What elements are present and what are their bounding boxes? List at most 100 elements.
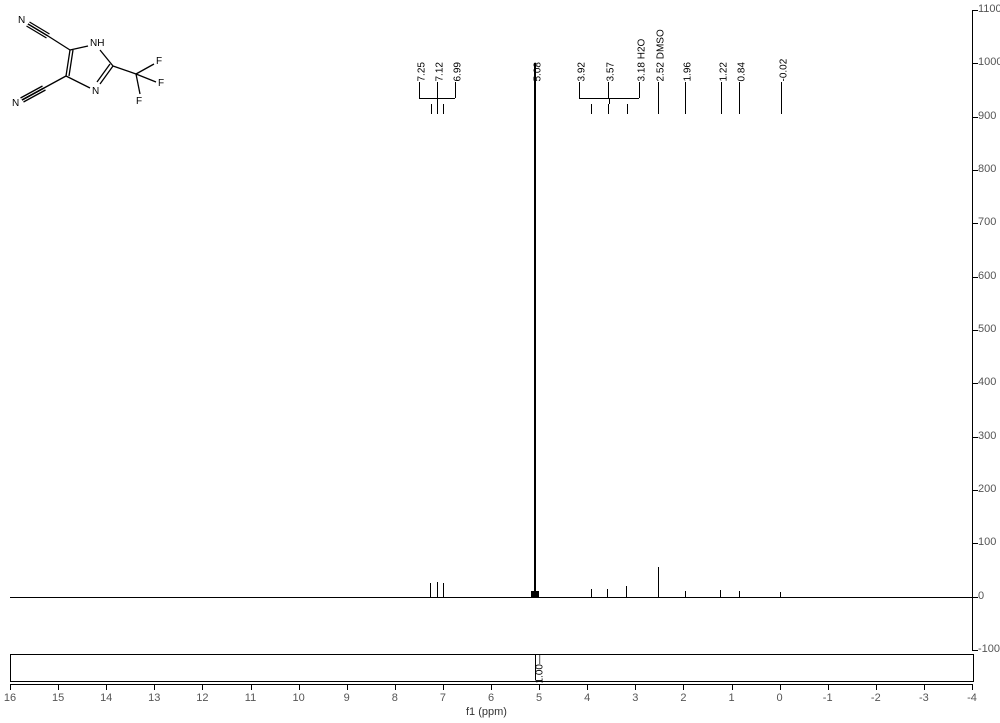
spectrum-peak bbox=[534, 63, 536, 596]
x-tick-label: 7 bbox=[429, 692, 457, 704]
y-tick-label: 100 bbox=[978, 536, 1000, 548]
x-tick-label: 10 bbox=[285, 692, 313, 704]
x-tick bbox=[683, 684, 684, 690]
peak-group-stem bbox=[739, 98, 740, 104]
x-tick bbox=[106, 684, 107, 690]
svg-text:F: F bbox=[156, 56, 162, 67]
molecule-structure: NHNNNFFF bbox=[8, 14, 178, 124]
spectrum-peak bbox=[607, 589, 608, 596]
peak-label-branch bbox=[685, 82, 686, 98]
peak-label-branch bbox=[579, 82, 580, 98]
spectrum-peak bbox=[443, 583, 444, 596]
x-tick-label: 5 bbox=[525, 692, 553, 704]
x-tick-label: 9 bbox=[333, 692, 361, 704]
peak-label-branch bbox=[535, 82, 536, 98]
x-tick-label: 16 bbox=[0, 692, 24, 704]
x-tick-label: 15 bbox=[44, 692, 72, 704]
x-tick-label: 13 bbox=[140, 692, 168, 704]
x-tick bbox=[58, 684, 59, 690]
peak-ppm-label: -0.02 bbox=[778, 59, 789, 82]
peak-ppm-label: 1.96 bbox=[683, 62, 694, 81]
x-axis-title: f1 (ppm) bbox=[466, 706, 507, 718]
peak-group-stem bbox=[721, 98, 722, 104]
peak-label-branch bbox=[721, 82, 722, 98]
peak-label-branch bbox=[437, 82, 438, 98]
spectrum-peak bbox=[437, 582, 438, 597]
spectrum-peak bbox=[720, 590, 721, 596]
peak-label-branch bbox=[608, 82, 609, 98]
x-tick-label: 11 bbox=[237, 692, 265, 704]
peak-label-leader bbox=[721, 104, 722, 114]
x-tick-label: -3 bbox=[910, 692, 938, 704]
spectrum-peak bbox=[430, 583, 431, 596]
peak-label-branch bbox=[639, 82, 640, 98]
peak-label-leader bbox=[658, 104, 659, 114]
peak-ppm-label: 2.52 DMSO bbox=[656, 29, 667, 81]
spectrum-peak bbox=[739, 591, 740, 596]
x-tick bbox=[972, 684, 973, 690]
y-tick-label: 700 bbox=[978, 216, 1000, 228]
x-tick-label: 2 bbox=[669, 692, 697, 704]
peak-label-leader bbox=[591, 104, 592, 114]
peak-label-leader bbox=[685, 104, 686, 114]
x-tick-label: -4 bbox=[958, 692, 986, 704]
x-tick bbox=[635, 684, 636, 690]
x-tick bbox=[924, 684, 925, 690]
peak-ppm-label: 5.08 bbox=[533, 62, 544, 81]
y-tick-label: 1100 bbox=[978, 3, 1000, 15]
peak-label-leader bbox=[608, 104, 609, 114]
x-tick bbox=[10, 684, 11, 690]
spectrum-peak bbox=[685, 591, 686, 596]
peak-group-stem bbox=[658, 98, 659, 104]
x-tick-label: -2 bbox=[862, 692, 890, 704]
peak-ppm-label: 7.25 bbox=[416, 62, 427, 81]
x-tick bbox=[154, 684, 155, 690]
y-tick-label: 600 bbox=[978, 270, 1000, 282]
x-tick-label: -1 bbox=[814, 692, 842, 704]
peak-ppm-label: 0.84 bbox=[737, 62, 748, 81]
x-tick bbox=[395, 684, 396, 690]
peak-group-stem bbox=[781, 98, 782, 104]
y-tick-label: 1000 bbox=[978, 56, 1000, 68]
peak-label-leader bbox=[627, 104, 628, 114]
svg-text:N: N bbox=[92, 86, 99, 97]
peak-ppm-label: 1.22 bbox=[718, 62, 729, 81]
x-tick bbox=[202, 684, 203, 690]
integral-value: 1.00— bbox=[535, 654, 546, 683]
baseline bbox=[10, 597, 972, 598]
x-tick bbox=[587, 684, 588, 690]
spectrum-peak bbox=[658, 567, 659, 596]
x-tick bbox=[828, 684, 829, 690]
y-tick-label: 500 bbox=[978, 323, 1000, 335]
x-tick bbox=[491, 684, 492, 690]
peak-label-branch bbox=[739, 82, 740, 98]
peak-group-stem bbox=[535, 98, 536, 104]
peak-label-leader bbox=[535, 104, 536, 114]
peak-label-leader bbox=[431, 104, 432, 114]
x-tick-label: 8 bbox=[381, 692, 409, 704]
peak-group-stem bbox=[609, 98, 610, 104]
x-tick bbox=[443, 684, 444, 690]
y-tick-label: 800 bbox=[978, 163, 1000, 175]
x-tick-label: 12 bbox=[188, 692, 216, 704]
peak-ppm-label: 3.18 H2O bbox=[636, 39, 647, 82]
spectrum-peak bbox=[626, 586, 627, 597]
x-tick bbox=[347, 684, 348, 690]
peak-group-stem bbox=[437, 98, 438, 104]
peak-label-leader bbox=[739, 104, 740, 114]
svg-text:F: F bbox=[136, 96, 142, 107]
x-tick-label: 3 bbox=[621, 692, 649, 704]
x-tick bbox=[251, 684, 252, 690]
x-tick bbox=[732, 684, 733, 690]
spectrum-peak-base bbox=[531, 591, 539, 597]
peak-label-branch bbox=[455, 82, 456, 98]
x-tick-label: 4 bbox=[573, 692, 601, 704]
x-tick bbox=[876, 684, 877, 690]
peak-label-branch bbox=[419, 82, 420, 98]
nmr-spectrum: f1 (ppm) -100010020030040050060070080090… bbox=[0, 0, 1000, 723]
x-tick-label: 14 bbox=[92, 692, 120, 704]
y-tick-label: 200 bbox=[978, 483, 1000, 495]
spectrum-peak bbox=[591, 589, 592, 597]
x-tick bbox=[299, 684, 300, 690]
peak-label-leader bbox=[443, 104, 444, 114]
